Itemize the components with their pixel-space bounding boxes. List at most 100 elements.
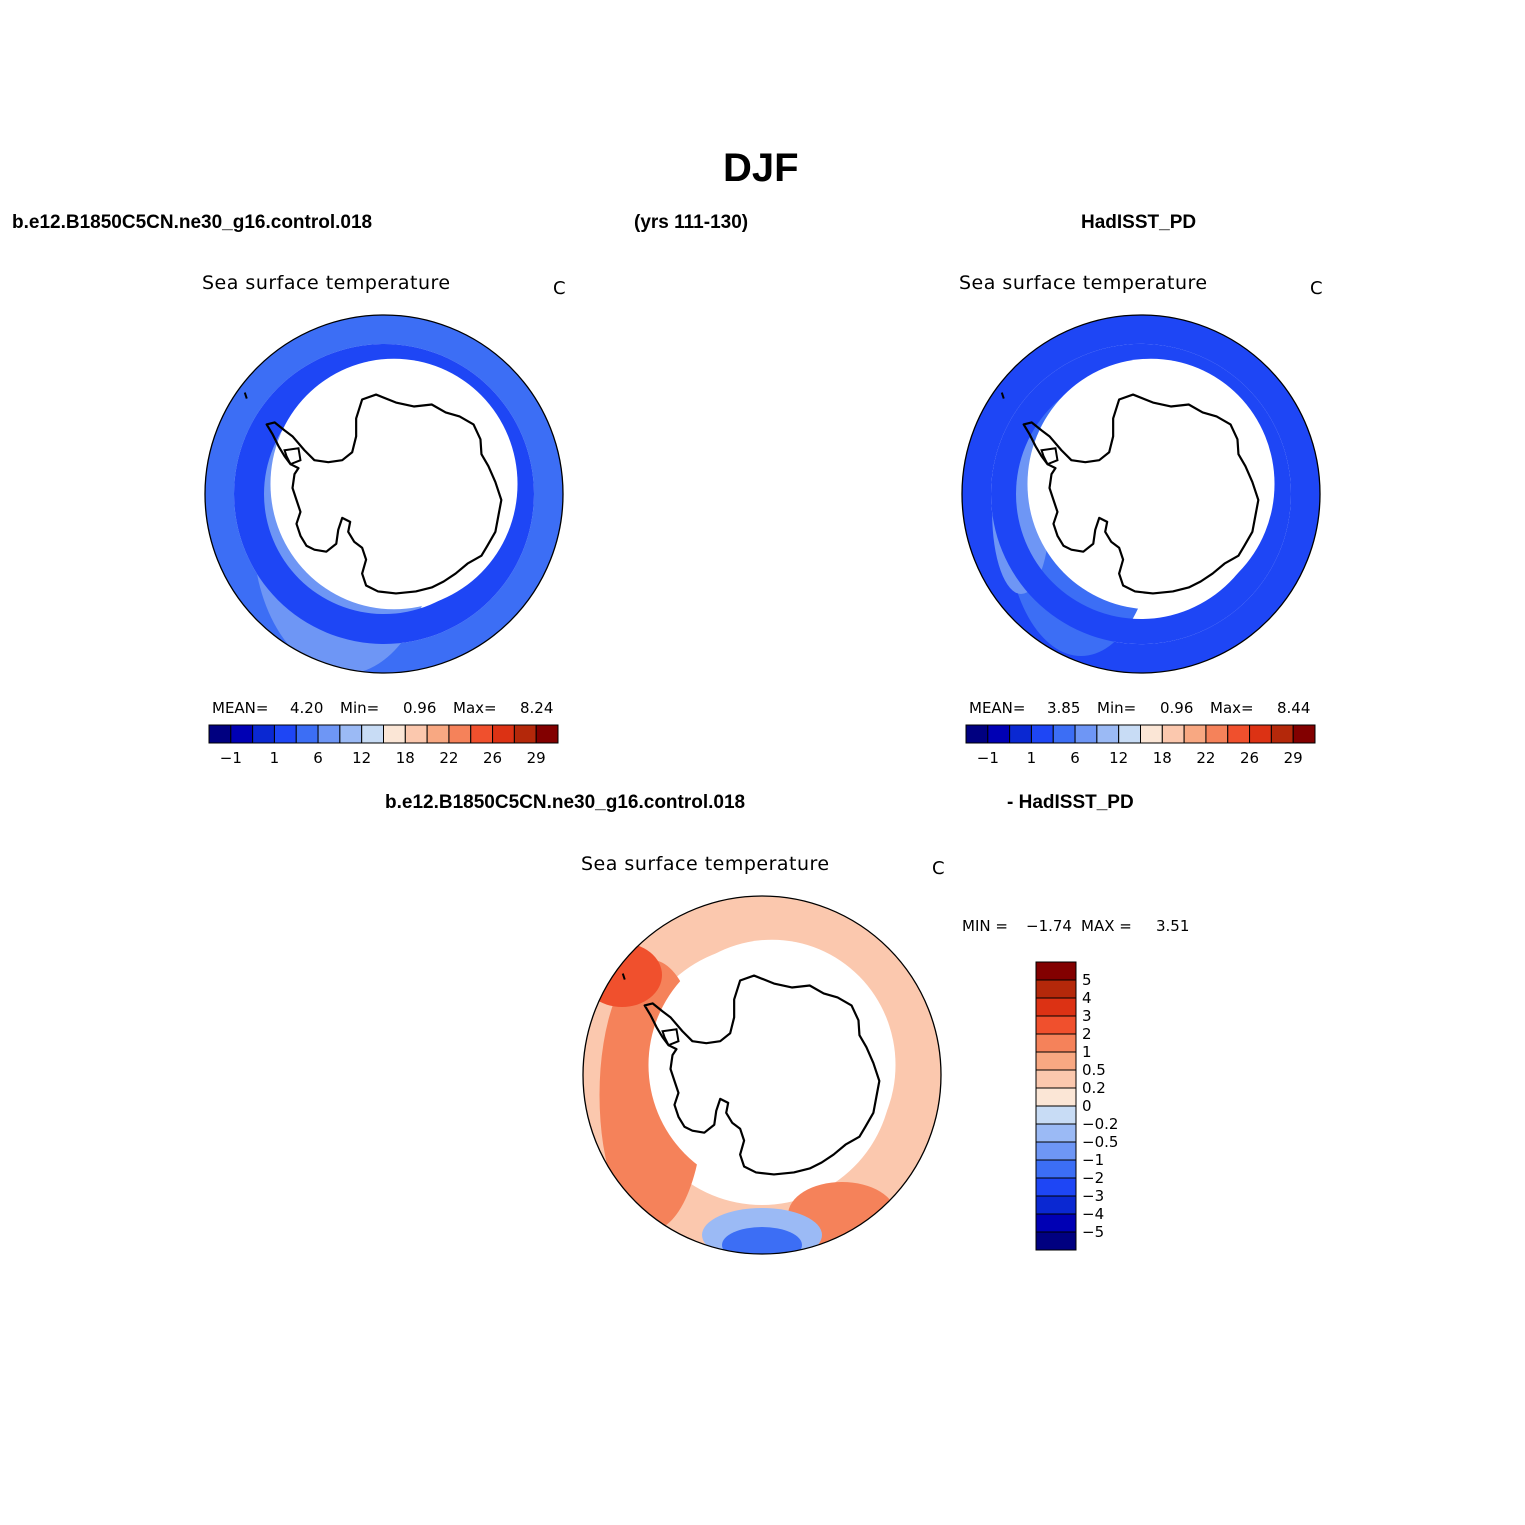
diff-colorbar-box — [1035, 961, 1077, 981]
diff-colorbar-tick-label: 5 — [1082, 971, 1092, 989]
model-colorbar-tick-label: −1 — [220, 749, 242, 767]
diff-shade-5 — [722, 1227, 802, 1254]
obs-colorbar-box — [1270, 724, 1294, 744]
diff-map — [582, 895, 942, 1255]
model-colorbar-tick-label: 26 — [483, 749, 502, 767]
obs-colorbar-box — [1074, 724, 1098, 744]
figure-title: DJF — [723, 146, 799, 190]
model-map — [204, 314, 564, 674]
diff-obs-header: - HadISST_PD — [1007, 792, 1134, 813]
obs-colorbar-box — [1205, 724, 1229, 744]
model-mean-label: MEAN= — [212, 699, 269, 717]
diff-colorbar-tick-label: −2 — [1082, 1169, 1104, 1187]
model-max-label: Max= — [453, 699, 497, 717]
model-min-label: Min= — [340, 699, 380, 717]
diff-colorbar-box — [1035, 1177, 1077, 1197]
obs-colorbar-tick-label: 18 — [1153, 749, 1172, 767]
obs-ice-mask — [1027, 358, 1275, 610]
diff-field — [583, 896, 941, 1254]
model-colorbar-box — [513, 724, 537, 744]
diff-shade-2 — [583, 943, 662, 1007]
model-colorbar-box — [230, 724, 254, 744]
diff-colorbar-tick-label: −0.2 — [1082, 1115, 1118, 1133]
diff-colorbar-box — [1035, 1231, 1077, 1251]
model-colorbar-box — [208, 724, 232, 744]
diff-frame — [582, 895, 942, 1255]
diff-min-label: MIN = — [962, 917, 1008, 935]
diff-colorbar-box — [1035, 1123, 1077, 1143]
model-colorbar-box — [470, 724, 494, 744]
model-colorbar: −1 1 6 12 18 22 26 29 — [208, 724, 559, 767]
diff-case-header: b.e12.B1850C5CN.ne30_g16.control.018 — [385, 792, 746, 813]
obs-name-header: HadISST_PD — [1081, 212, 1197, 233]
model-colorbar-box — [535, 724, 559, 744]
model-colorbar-tick-label: 29 — [527, 749, 546, 767]
diff-colorbar-box — [1035, 1159, 1077, 1179]
obs-colorbar-box — [1009, 724, 1032, 744]
diff-panel-title: Sea surface temperature — [581, 853, 830, 875]
case-name-header: b.e12.B1850C5CN.ne30_g16.control.018 — [12, 212, 373, 233]
obs-mean-label: MEAN= — [969, 699, 1026, 717]
diff-max-label: MAX = — [1081, 917, 1132, 935]
obs-mean-value: 3.85 — [1047, 699, 1081, 717]
obs-colorbar-box — [1183, 724, 1207, 744]
model-colorbar-tick-label: 18 — [396, 749, 415, 767]
diff-max-value: 3.51 — [1156, 917, 1190, 935]
diff-ice-mask — [648, 939, 896, 1191]
diff-colorbar-box — [1035, 1105, 1077, 1125]
model-colorbar-box — [448, 724, 472, 744]
model-colorbar-box — [339, 724, 363, 744]
diff-colorbar-tick-label: 0.5 — [1082, 1061, 1106, 1079]
diff-colorbar-box — [1035, 979, 1077, 999]
model-colorbar-box — [492, 724, 515, 744]
diff-colorbar-box — [1035, 997, 1077, 1017]
obs-map — [961, 314, 1321, 674]
obs-colorbar: −1 1 6 12 18 22 26 29 — [965, 724, 1316, 767]
obs-colorbar-box — [1118, 724, 1141, 744]
diff-colorbar-tick-label: 4 — [1082, 989, 1092, 1007]
model-field — [205, 315, 563, 673]
diff-colorbar-box — [1035, 1213, 1077, 1233]
diff-colorbar-box — [1035, 1033, 1077, 1053]
obs-field — [962, 315, 1320, 673]
model-colorbar-box — [383, 724, 406, 744]
diff-colorbar-box — [1035, 1195, 1077, 1215]
model-panel-title: Sea surface temperature — [202, 272, 451, 294]
model-colorbar-tick-label: 1 — [270, 749, 280, 767]
obs-panel-title: Sea surface temperature — [959, 272, 1208, 294]
obs-colorbar-box — [1227, 724, 1251, 744]
model-panel-units: C — [553, 278, 566, 299]
obs-colorbar-tick-label: 12 — [1109, 749, 1128, 767]
obs-min-label: Min= — [1097, 699, 1137, 717]
diff-colorbar-tick-label: 1 — [1082, 1043, 1092, 1061]
diff-colorbar-tick-label: −4 — [1082, 1205, 1104, 1223]
model-colorbar-box — [404, 724, 428, 744]
obs-colorbar-tick-label: 29 — [1284, 749, 1303, 767]
model-colorbar-tick-label: 6 — [313, 749, 323, 767]
model-max-value: 8.24 — [520, 699, 554, 717]
model-colorbar-box — [317, 724, 341, 744]
obs-colorbar-box — [1249, 724, 1272, 744]
model-colorbar-tick-label: 22 — [439, 749, 458, 767]
model-colorbar-box — [252, 724, 275, 744]
model-colorbar-box — [426, 724, 450, 744]
obs-colorbar-tick-label: −1 — [977, 749, 999, 767]
obs-colorbar-box — [1052, 724, 1076, 744]
model-colorbar-box — [295, 724, 319, 744]
diff-colorbar-tick-label: −1 — [1082, 1151, 1104, 1169]
obs-colorbar-box — [1292, 724, 1316, 744]
diff-colorbar-tick-label: −3 — [1082, 1187, 1104, 1205]
diff-colorbar-tick-label: −0.5 — [1082, 1133, 1118, 1151]
diff-colorbar-box — [1035, 1051, 1077, 1071]
diff-min-value: −1.74 — [1026, 917, 1072, 935]
diff-colorbar-box — [1035, 1015, 1077, 1035]
obs-colorbar-box — [987, 724, 1011, 744]
obs-colorbar-tick-label: 22 — [1196, 749, 1215, 767]
diff-colorbar-tick-label: 3 — [1082, 1007, 1092, 1025]
diff-panel-units: C — [932, 858, 945, 879]
diff-colorbar-tick-label: 2 — [1082, 1025, 1092, 1043]
obs-max-value: 8.44 — [1277, 699, 1311, 717]
obs-max-label: Max= — [1210, 699, 1254, 717]
obs-min-value: 0.96 — [1160, 699, 1194, 717]
model-colorbar-box — [273, 724, 297, 744]
